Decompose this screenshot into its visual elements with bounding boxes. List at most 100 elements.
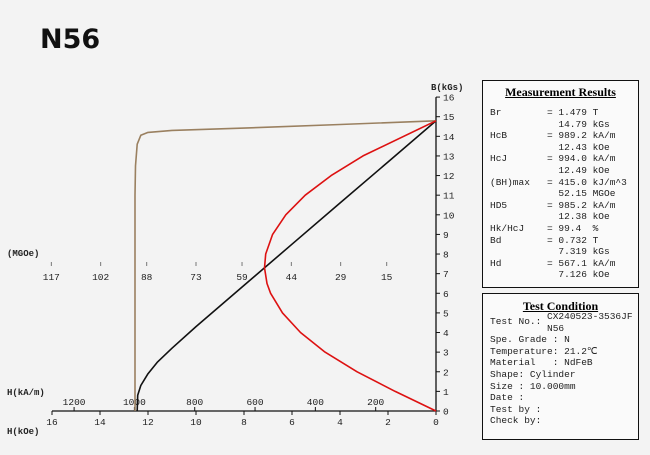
- x-axis-label-kam: H(kA/m): [7, 388, 45, 398]
- y-tick-label: 8: [443, 250, 449, 261]
- test-condition-heading: Test Condition: [522, 299, 599, 313]
- measurement-value: = 1.479 T: [547, 107, 599, 118]
- measurement-row: 7.319 kGs: [490, 246, 638, 258]
- energy-tick-label: 15: [381, 272, 393, 283]
- x-tick-label: 4: [337, 417, 343, 428]
- measurement-row: 12.49 kOe: [490, 165, 638, 177]
- measurement-value: = 0.732 T: [547, 234, 599, 246]
- measurement-value: = 985.2 kA/m: [547, 199, 616, 211]
- measurement-value: 12.38 kOe: [547, 211, 610, 223]
- test-condition-row: Material : NdFeB: [490, 357, 593, 369]
- y-tick-label: 15: [443, 112, 455, 123]
- test-no-value: CX240523-3536JF: [547, 311, 633, 322]
- test-condition-row: Temperature: 21.2℃: [490, 345, 598, 357]
- energy-tick-label: 29: [335, 272, 347, 283]
- y-tick-label: 13: [443, 151, 455, 162]
- test-condition-row: Date :: [490, 392, 525, 404]
- measurement-row: Hk/HcJ = 99.4 %: [490, 223, 638, 235]
- x-tick-label: 8: [241, 417, 247, 428]
- y-tick-label: 14: [443, 132, 455, 143]
- y-tick-label: 5: [443, 308, 449, 319]
- test-no-row: Test No.: CX240523-3536JF: [490, 311, 638, 328]
- x-tick-label: 14: [94, 417, 106, 428]
- test-condition-panel: Test Condition Test No.: CX240523-3536JF…: [482, 293, 639, 440]
- x-kam-tick-label: 600: [246, 397, 263, 408]
- y-tick-label: 3: [443, 348, 449, 359]
- y-tick-label: 0: [443, 407, 449, 418]
- x-axis-label-koe: H(kOe): [7, 427, 39, 437]
- y-tick-label: 2: [443, 367, 449, 378]
- measurement-label: HD5: [490, 199, 508, 211]
- grade-title: N56: [40, 24, 101, 55]
- measurement-label: Hd: [490, 257, 502, 269]
- test-condition-row: Size : 10.000mm: [490, 380, 576, 392]
- b-curve: [136, 120, 437, 412]
- measurement-label: (BH)max: [490, 176, 530, 188]
- x-tick-label: 6: [289, 417, 295, 428]
- measurement-row: 12.38 kOe: [490, 211, 638, 223]
- x-tick-label: 16: [46, 417, 58, 428]
- measurement-value: 12.43 kOe: [547, 141, 610, 153]
- test-condition-row: Spe. Grade : N: [490, 334, 570, 346]
- j-curve: [134, 120, 437, 411]
- measurement-row: Hd = 567.1 kA/m: [490, 258, 638, 270]
- y-tick-label: 7: [443, 269, 449, 280]
- x-kam-tick-label: 400: [307, 397, 324, 408]
- measurement-value: = 99.4 %: [547, 222, 599, 234]
- x-kam-tick-label: 800: [186, 397, 203, 408]
- y-tick-label: 11: [443, 191, 455, 202]
- energy-tick-label: 59: [236, 272, 248, 283]
- x-tick-label: 12: [142, 417, 154, 428]
- x-tick-label: 2: [385, 417, 391, 428]
- measurement-label: HcB: [490, 130, 508, 142]
- bh-curve: [263, 120, 437, 412]
- measurement-value: = 989.2 kA/m: [547, 130, 616, 142]
- measurement-value: 12.49 kOe: [547, 164, 610, 176]
- y-axis-label: B(kGs): [431, 83, 463, 93]
- measurement-row: 14.79 kGs: [490, 119, 638, 131]
- y-tick-label: 12: [443, 171, 455, 182]
- measurement-row: (BH)max = 415.0 kJ/m^3: [490, 177, 638, 189]
- measurement-value: 14.79 kGs: [547, 118, 610, 130]
- y-tick-label: 16: [443, 93, 455, 104]
- measurement-value: = 567.1 kA/m: [547, 257, 616, 269]
- measurement-value: = 994.0 kA/m: [547, 153, 616, 165]
- energy-tick-label: 117: [43, 272, 60, 283]
- x-tick-label: 0: [433, 417, 439, 428]
- measurement-row: 12.43 kOe: [490, 142, 638, 154]
- x-kam-tick-label: 1200: [63, 397, 86, 408]
- y-tick-label: 6: [443, 289, 449, 300]
- measurement-label: Bd: [490, 234, 502, 246]
- measurement-label: HcJ: [490, 153, 508, 165]
- measurement-label: Hk/HcJ: [490, 222, 525, 234]
- y-tick-label: 4: [443, 328, 449, 339]
- measurement-label: Br: [490, 107, 502, 118]
- measurement-value: 52.15 MGOe: [547, 188, 616, 200]
- energy-tick-label: 73: [190, 272, 202, 283]
- measurement-row: HcJ = 994.0 kA/m: [490, 153, 638, 165]
- measurement-row: Br = 1.479 T: [490, 107, 638, 119]
- y-tick-label: 1: [443, 387, 449, 398]
- energy-tick-label: 44: [286, 272, 298, 283]
- y-tick-label: 10: [443, 210, 455, 221]
- test-condition-row: Test by :: [490, 403, 542, 415]
- measurement-row: HcB = 989.2 kA/m: [490, 130, 638, 142]
- measurement-row: 52.15 MGOe: [490, 188, 638, 200]
- x-kam-tick-label: 200: [367, 397, 384, 408]
- measurement-row: Bd = 0.732 T: [490, 235, 638, 247]
- measurement-value: 7.126 kOe: [547, 269, 610, 281]
- measurement-row: HD5 = 985.2 kA/m: [490, 200, 638, 212]
- test-condition-row: Check by:: [490, 415, 542, 427]
- measurement-results-panel: Measurement Results Br = 1.479 T 14.79 kG…: [482, 80, 639, 288]
- energy-axis-label: (MGOe): [7, 249, 39, 259]
- test-condition-row: Shape: Cylinder: [490, 368, 576, 380]
- test-no-label: Test No.:: [490, 316, 542, 327]
- x-tick-label: 10: [190, 417, 202, 428]
- test-no-grade: N56: [547, 322, 565, 334]
- measurement-results-heading: Measurement Results: [505, 85, 616, 99]
- measurement-value: = 415.0 kJ/m^3: [547, 176, 627, 188]
- measurement-row: 7.126 kOe: [490, 269, 638, 281]
- measurement-value: 7.319 kGs: [547, 246, 610, 258]
- y-tick-label: 9: [443, 230, 449, 241]
